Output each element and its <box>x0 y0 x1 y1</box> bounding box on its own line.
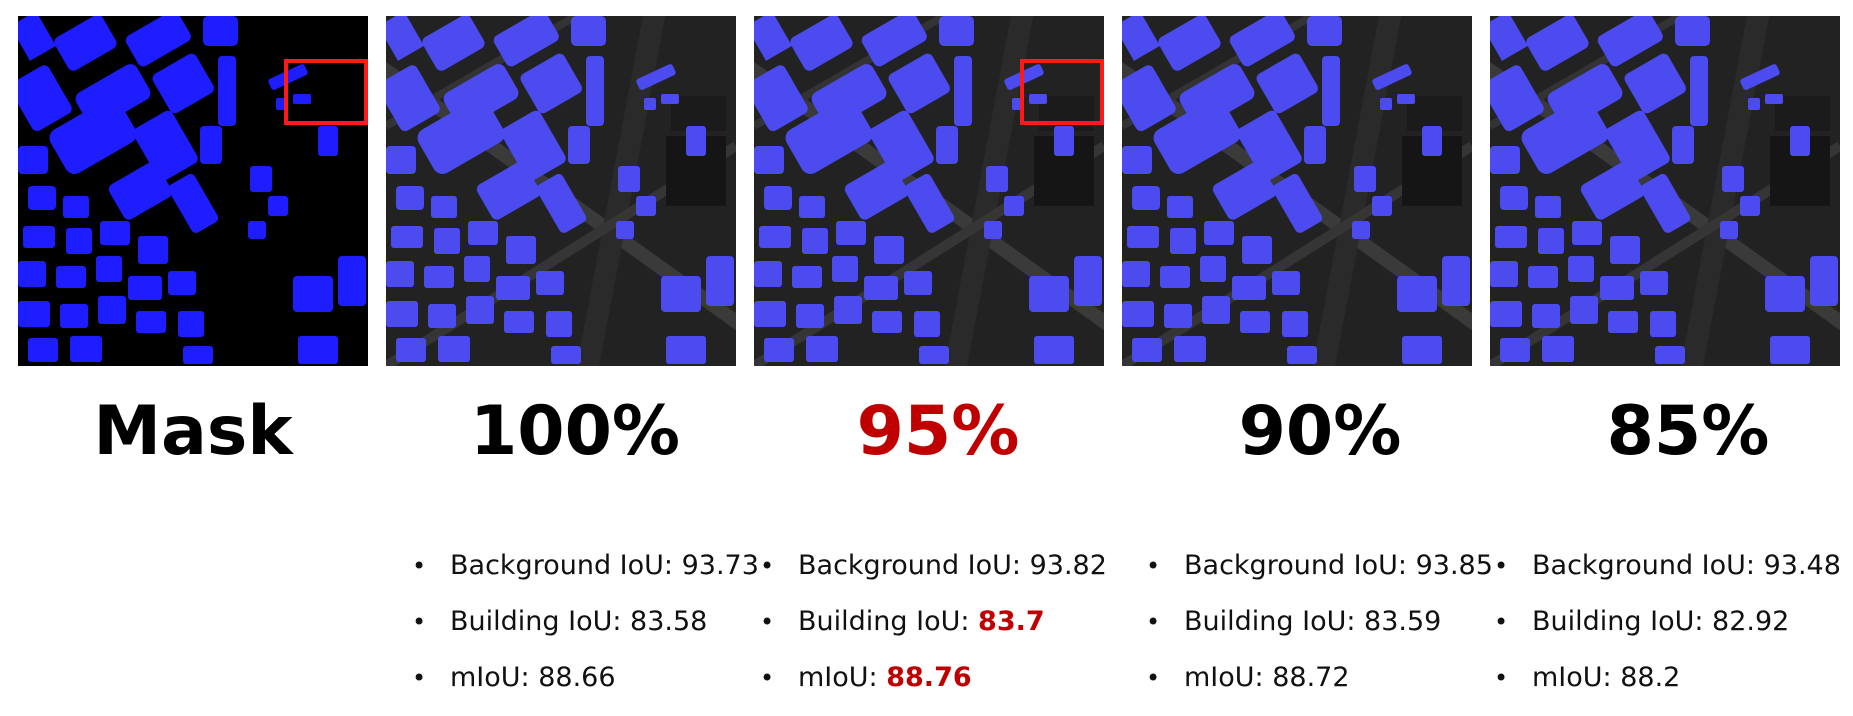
stat-building-iou: Building IoU: 82.92 <box>1494 604 1841 640</box>
stat-value: 93.85 <box>1415 550 1493 581</box>
overlay-image-100 <box>386 16 736 366</box>
stats-list-95: Background IoU: 93.82 Building IoU: 83.7… <box>760 548 1107 716</box>
stat-value: 93.73 <box>681 550 759 581</box>
highlight-box <box>284 59 368 125</box>
stat-value: 88.66 <box>538 662 616 693</box>
caption-85: 85% <box>1606 392 1770 471</box>
image-panel-90 <box>1122 16 1472 366</box>
stats-list-90: Background IoU: 93.85 Building IoU: 83.5… <box>1146 548 1493 716</box>
image-panel-mask <box>18 16 368 366</box>
stats-list-85: Background IoU: 93.48 Building IoU: 82.9… <box>1494 548 1841 716</box>
stat-value: 93.48 <box>1763 550 1841 581</box>
mask-image <box>18 16 368 366</box>
caption-95: 95% <box>856 392 1020 471</box>
stat-building-iou: Building IoU: 83.58 <box>412 604 759 640</box>
caption-100: 100% <box>469 392 681 471</box>
stat-miou: mIoU: 88.72 <box>1146 660 1493 696</box>
stat-background-iou: Background IoU: 93.85 <box>1146 548 1493 584</box>
image-panel-100 <box>386 16 736 366</box>
stat-value: 83.58 <box>630 606 708 637</box>
stat-building-iou: Building IoU: 83.59 <box>1146 604 1493 640</box>
stat-miou: mIoU: 88.76 <box>760 660 1107 696</box>
overlay-image-85 <box>1490 16 1840 366</box>
stat-building-iou: Building IoU: 83.7 <box>760 604 1107 640</box>
stat-value: 88.2 <box>1620 662 1681 693</box>
stat-value: 88.72 <box>1272 662 1350 693</box>
overlay-image-95 <box>754 16 1104 366</box>
stat-value: 82.92 <box>1712 606 1790 637</box>
stat-miou: mIoU: 88.66 <box>412 660 759 696</box>
stat-value-highlight: 88.76 <box>886 662 972 693</box>
stat-background-iou: Background IoU: 93.82 <box>760 548 1107 584</box>
overlay-image-90 <box>1122 16 1472 366</box>
image-panel-85 <box>1490 16 1840 366</box>
stats-list-100: Background IoU: 93.73 Building IoU: 83.5… <box>412 548 759 716</box>
stat-background-iou: Background IoU: 93.48 <box>1494 548 1841 584</box>
stat-value: 93.82 <box>1029 550 1107 581</box>
highlight-box <box>1020 59 1104 125</box>
stat-miou: mIoU: 88.2 <box>1494 660 1841 696</box>
caption-mask: Mask <box>93 392 293 471</box>
stat-value: 83.59 <box>1364 606 1442 637</box>
stat-background-iou: Background IoU: 93.73 <box>412 548 759 584</box>
stat-value-highlight: 83.7 <box>978 606 1045 637</box>
caption-90: 90% <box>1238 392 1402 471</box>
image-panel-95 <box>754 16 1104 366</box>
